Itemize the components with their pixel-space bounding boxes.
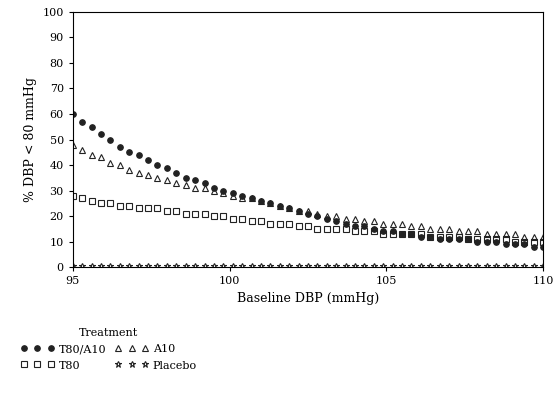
X-axis label: Baseline DBP (mmHg): Baseline DBP (mmHg) xyxy=(237,292,379,305)
Legend: T80/A10, T80, A10, Placebo: T80/A10, T80, A10, Placebo xyxy=(16,323,202,375)
Y-axis label: % DBP < 80 mmHg: % DBP < 80 mmHg xyxy=(24,77,37,202)
